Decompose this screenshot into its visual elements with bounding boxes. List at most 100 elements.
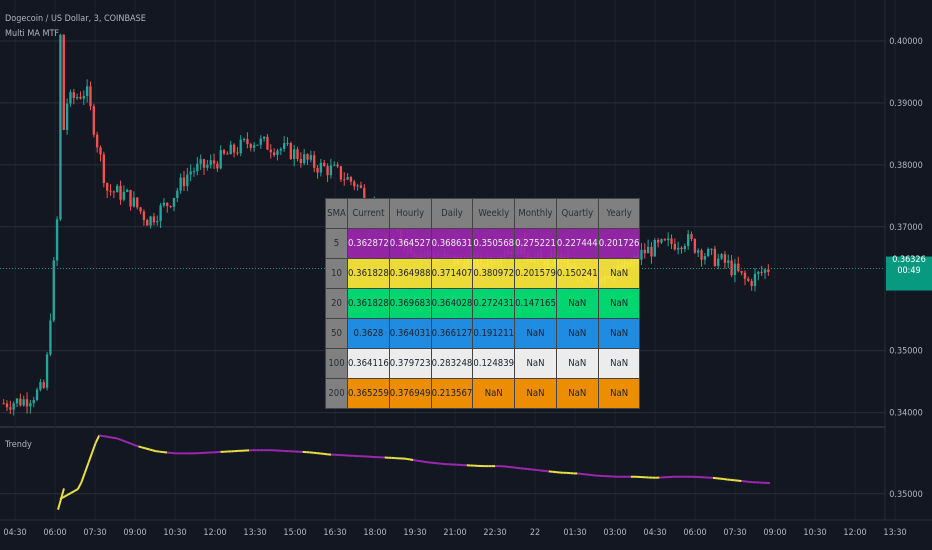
ma-table-row: 200 0.365259 0.376949 0.213567 NaN NaN N…	[325, 378, 641, 409]
symbol-title[interactable]: Dogecoin / US Dollar, 3, COINBASE	[5, 14, 146, 24]
candle-body	[296, 149, 299, 160]
candle-body	[733, 263, 737, 276]
trendy-line-segment	[80, 472, 86, 483]
candle-body	[42, 382, 45, 388]
ma-table-row: 10 0.361828 0.364988 0.371407 0.380972 0…	[325, 258, 641, 289]
candle-body	[707, 249, 710, 257]
candle-body	[333, 164, 336, 166]
time-tick-label: 10:30	[803, 528, 826, 538]
candle-body	[142, 211, 146, 220]
ma-cell: 0.350568	[472, 228, 516, 259]
trendy-line-segment	[152, 449, 157, 453]
ma-cell: NaN	[597, 288, 641, 319]
time-tick-label: 12:00	[203, 528, 226, 538]
candle-body	[306, 154, 309, 160]
ma-cell: 0.369683	[388, 288, 432, 319]
ma-table-col-hourly: Hourly	[388, 198, 432, 229]
ma-table: SMA Current Hourly Daily Weekly Monthly …	[325, 198, 641, 409]
ma-table-col-quartly: Quartly	[555, 198, 599, 229]
candle-body	[727, 260, 730, 263]
ma-cell: 0.364988	[388, 258, 432, 289]
ma-table-col-yearly: Yearly	[597, 198, 641, 229]
candle-body	[303, 154, 306, 164]
candle-body	[666, 238, 670, 241]
candle-body	[737, 263, 740, 272]
ma-cell: NaN	[597, 258, 641, 289]
time-tick-label: 06:00	[683, 528, 706, 538]
indicator-name[interactable]: Multi MA MTF	[5, 29, 60, 39]
time-tick-label: 06:00	[43, 528, 66, 538]
candle-body	[329, 165, 333, 176]
candle-body	[2, 403, 5, 405]
candle-body	[39, 382, 42, 390]
candle-body	[359, 185, 363, 188]
time-tick-label: 03:00	[603, 528, 626, 538]
time-tick-label: 13:30	[883, 528, 906, 538]
trendy-line-segment	[116, 437, 121, 441]
ma-cell: 0.124839	[472, 348, 516, 379]
trendy-line-segment	[109, 436, 114, 439]
trendy-line-segment	[405, 457, 410, 461]
candle-body	[166, 202, 169, 206]
candle-body	[743, 272, 747, 279]
ma-cell: NaN	[555, 288, 599, 319]
sub-indicator-name[interactable]: Trendy	[5, 440, 32, 450]
ma-cell: 0.365259	[347, 378, 390, 409]
time-tick-label: 12:00	[843, 528, 866, 538]
candle-body	[249, 144, 252, 148]
candle-body	[750, 280, 753, 287]
candle-body	[206, 164, 209, 168]
candle-body	[139, 207, 142, 212]
trendy-line-segment	[141, 446, 146, 450]
candle-body	[262, 136, 266, 139]
ma-cell: NaN	[597, 348, 641, 379]
candle-body	[353, 181, 356, 187]
time-tick-label: 19:30	[403, 528, 426, 538]
ma-cell: 0.3628	[347, 318, 390, 349]
ma-table-header: SMA Current Hourly Daily Weekly Monthly …	[325, 198, 641, 229]
time-tick-label: 15:00	[283, 528, 306, 538]
trendy-line-segment	[99, 434, 103, 438]
candle-body	[687, 234, 690, 247]
candle-body	[289, 143, 293, 159]
candle-body	[196, 163, 199, 172]
candle-body	[269, 149, 272, 153]
ma-cell: 0.379723	[388, 348, 432, 379]
candle-body	[242, 138, 246, 140]
candle-body	[169, 205, 172, 207]
candle-body	[673, 243, 677, 250]
candle-body	[9, 407, 12, 410]
time-tick-label: 22:30	[483, 528, 506, 538]
ma-cell: 0.275221	[514, 228, 557, 259]
candle-body	[116, 185, 119, 193]
ma-table-row: 50 0.3628 0.364031 0.366127 0.191211 NaN…	[325, 318, 641, 349]
candle-body	[22, 399, 25, 406]
candle-body	[122, 191, 126, 200]
trendy-line-segment	[87, 452, 94, 463]
time-tick-label: 10:30	[163, 528, 186, 538]
ma-cell: NaN	[514, 348, 557, 379]
trendy-line-segment	[113, 436, 118, 440]
ma-cell: 0.371407	[430, 258, 474, 289]
trendy-line-segment	[59, 496, 65, 500]
candle-body	[660, 239, 663, 243]
candle-body	[313, 155, 316, 168]
ma-cell: 0.272431	[472, 288, 516, 319]
candle-body	[700, 250, 703, 260]
candle-body	[767, 269, 770, 272]
ma-cell: 0.227444	[555, 228, 599, 259]
time-tick-label: 09:00	[763, 528, 786, 538]
candle-body	[65, 103, 69, 130]
candle-body	[35, 389, 39, 400]
candle-body	[216, 163, 219, 169]
ma-cell: 0.366127	[430, 318, 474, 349]
candle-body	[32, 399, 35, 404]
candle-body	[326, 166, 329, 176]
ma-cell: 0.213567	[430, 378, 474, 409]
time-tick-label: 13:30	[243, 528, 266, 538]
candle-body	[112, 191, 116, 193]
candle-body	[109, 190, 112, 192]
candle-body	[159, 205, 162, 222]
ma-table-col-weekly: Weekly	[472, 198, 516, 229]
